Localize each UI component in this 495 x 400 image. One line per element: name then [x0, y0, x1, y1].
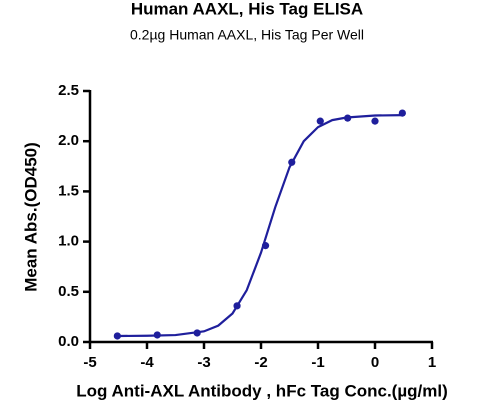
y-tick-label: 2.5 [58, 82, 79, 99]
x-tick-label: -4 [140, 354, 154, 371]
x-tick-label: -1 [311, 354, 324, 371]
y-tick-label: 1.5 [58, 182, 79, 199]
data-point [316, 117, 324, 125]
data-point [371, 117, 379, 125]
chart-subtitle: 0.2µg Human AAXL, His Tag Per Well [130, 27, 364, 43]
x-axis-label: Log Anti-AXL Antibody , hFc Tag Conc.(µg… [76, 381, 447, 400]
y-tick-label: 2.0 [58, 132, 79, 149]
chart-title: Human AAXL, His Tag ELISA [131, 0, 363, 18]
y-axis-label: Mean Abs.(OD450) [21, 142, 40, 292]
y-tick-label: 0.5 [58, 283, 79, 300]
data-point [113, 332, 121, 340]
y-tick-label: 0.0 [58, 333, 79, 350]
fit-curve [118, 113, 404, 338]
y-tick-label: 1.0 [58, 233, 79, 250]
x-tick-label: -3 [197, 354, 210, 371]
x-tick-label: 0 [371, 354, 379, 371]
x-tick-label: 1 [428, 354, 436, 371]
x-tick-label: -5 [83, 354, 96, 371]
x-tick-label: -2 [254, 354, 267, 371]
